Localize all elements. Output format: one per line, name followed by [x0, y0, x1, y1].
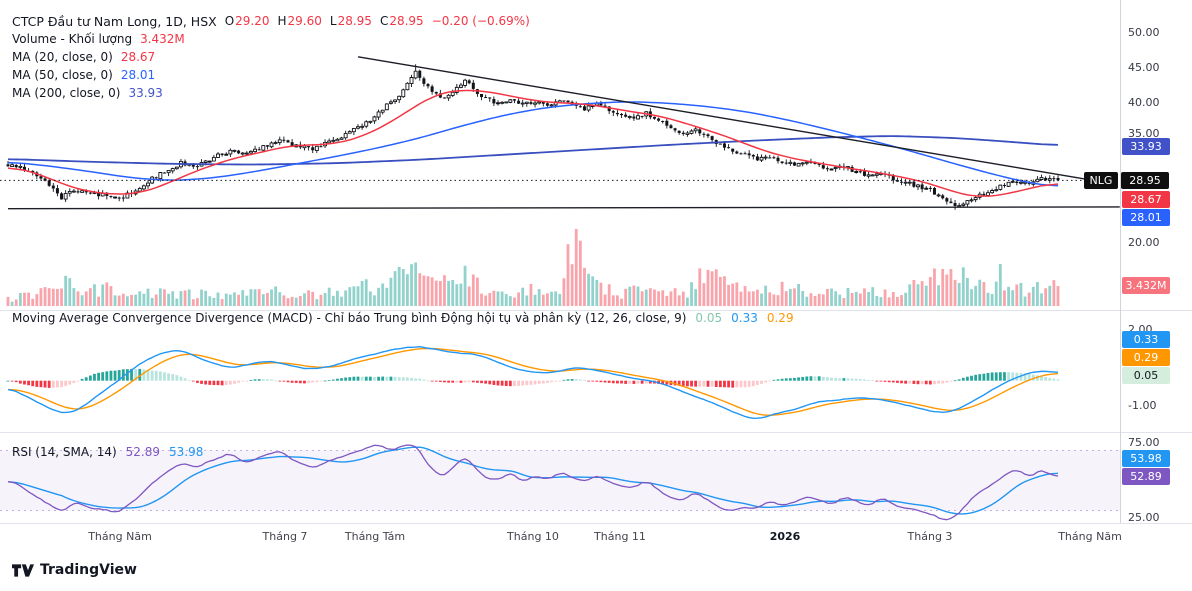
ohlc-close: C 28.95 — [379, 14, 424, 28]
time-axis-label: Tháng 10 — [507, 530, 559, 543]
ma200-label: MA (200, close, 0) — [12, 86, 121, 100]
value-badge: 28.01 — [1122, 208, 1170, 226]
price-axis-label: 50.00 — [1128, 26, 1160, 39]
price-axis[interactable]: 50.00 45.00 40.00 35.00 20.00 2.00 -1.00 75.00 2… — [1120, 0, 1192, 524]
price-axis-label: 40.00 — [1128, 96, 1160, 109]
rsi-label: RSI (14, SMA, 14) — [12, 445, 117, 459]
macd-line-value: 0.33 — [731, 311, 758, 325]
price-axis-label: -1.00 — [1128, 399, 1157, 412]
ma20-label: MA (20, close, 0) — [12, 50, 113, 64]
time-axis-label: Tháng Năm — [1058, 530, 1122, 543]
ma20-value: 28.67 — [120, 50, 156, 64]
ma50-legend-row[interactable]: MA (50, close, 0) 28.01 — [12, 66, 530, 84]
tradingview-icon — [12, 563, 34, 577]
last-price-badge: 28.95 — [1121, 172, 1169, 189]
tradingview-logo[interactable]: TradingView — [12, 562, 137, 578]
rsi-ma-value: 53.98 — [169, 445, 204, 459]
ma200-legend-row[interactable]: MA (200, close, 0) 33.93 — [12, 84, 530, 102]
price-axis-label: 25.00 — [1128, 511, 1160, 524]
value-badge: 0.29 — [1122, 348, 1170, 366]
volume-value: 3.432M — [140, 32, 185, 46]
price-axis-label: 75.00 — [1128, 436, 1160, 449]
value-badge: 52.89 — [1122, 467, 1170, 485]
time-axis-label: 2026 — [769, 530, 801, 543]
macd-hist-value: 0.05 — [695, 311, 723, 325]
macd-legend-row[interactable]: Moving Average Convergence Divergence (M… — [12, 311, 794, 325]
symbol-legend-row[interactable]: CTCP Đầu tư Nam Long, 1D, HSX O 29.20 H 29… — [12, 12, 530, 30]
ma200-value: 33.93 — [128, 86, 163, 100]
price-axis-label: 20.00 — [1128, 236, 1160, 249]
volume-legend-row[interactable]: Volume - Khối lượng 3.432M — [12, 30, 530, 48]
time-axis-label: Tháng 3 — [907, 530, 953, 543]
ohlc-high: H 29.60 — [277, 14, 322, 28]
value-badge: 3.432M — [1122, 276, 1170, 294]
ohlc-open: O 29.20 — [224, 14, 270, 28]
symbol-title[interactable]: CTCP Đầu tư Nam Long, 1D, HSX — [12, 13, 217, 29]
time-axis-label: Tháng 7 — [262, 530, 308, 543]
rsi-legend-row[interactable]: RSI (14, SMA, 14) 52.89 53.98 — [12, 445, 203, 459]
ma50-label: MA (50, close, 0) — [12, 68, 113, 82]
ma20-legend-row[interactable]: MA (20, close, 0) 28.67 — [12, 48, 530, 66]
price-change: −0.20 (−0.69%) — [431, 14, 530, 28]
legend: CTCP Đầu tư Nam Long, 1D, HSX O 29.20 H 29… — [12, 12, 530, 102]
tradingview-brand-text: TradingView — [40, 562, 137, 578]
macd-label: Moving Average Convergence Divergence (M… — [12, 311, 687, 325]
time-axis-label: Tháng 11 — [594, 530, 646, 543]
ma50-value: 28.01 — [120, 68, 156, 82]
macd-signal-value: 0.29 — [766, 311, 794, 325]
value-badge: 53.98 — [1122, 449, 1170, 467]
value-badge: 0.05 — [1122, 366, 1170, 384]
symbol-badge: NLG — [1084, 172, 1118, 189]
value-badge: 0.33 — [1122, 330, 1170, 348]
volume-label: Volume - Khối lượng — [12, 32, 133, 46]
symbol-price-label: NLG 28.95 — [1084, 172, 1169, 189]
value-badge: 33.93 — [1122, 137, 1170, 155]
rsi-value: 52.89 — [125, 445, 161, 459]
time-axis-label: Tháng Năm — [88, 530, 152, 543]
time-axis-label: Tháng Tám — [344, 530, 406, 543]
price-axis-label: 45.00 — [1128, 61, 1160, 74]
time-axis[interactable]: Tháng Năm Tháng 7 Tháng Tám Tháng 10 Tháng 1… — [0, 524, 1192, 550]
value-badge: 28.67 — [1122, 190, 1170, 208]
price-axis-label: 35.00 — [1128, 127, 1160, 140]
ohlc-low: L 28.95 — [329, 14, 372, 28]
